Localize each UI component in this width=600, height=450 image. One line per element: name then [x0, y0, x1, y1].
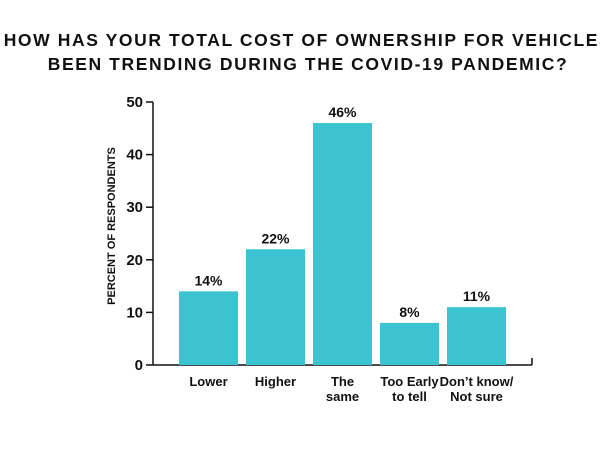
category-label: Too Early to tell: [380, 374, 439, 404]
bar: [313, 123, 372, 365]
category-label-line: to tell: [392, 389, 427, 404]
data-label: 14%: [194, 272, 223, 288]
data-labels: 14% 22% 46% 8% 11%: [194, 104, 490, 320]
category-label: Higher: [255, 374, 296, 389]
category-label-line: Lower: [189, 374, 227, 389]
bar: [380, 322, 439, 365]
category-label: Lower: [189, 374, 227, 389]
category-label: The same: [326, 374, 359, 404]
y-tick-label: 20: [126, 252, 143, 269]
y-axis-label: PERCENT OF RESPONDENTS: [106, 147, 118, 305]
y-tick-label: 0: [135, 357, 143, 374]
bar: [246, 249, 305, 365]
category-label: Don’t know/Not sure: [440, 374, 514, 404]
bar: [447, 307, 506, 365]
y-tick-label: 30: [126, 199, 143, 216]
data-label: 22%: [261, 230, 290, 246]
category-label-line: The: [331, 374, 354, 389]
category-label-line: Too Early: [380, 374, 439, 389]
chart-title: HOW HAS YOUR TOTAL COST OF OWNERSHIP FOR…: [4, 30, 600, 74]
y-tick-label: 50: [126, 94, 143, 111]
data-label: 46%: [328, 104, 357, 120]
chart-title-line-1: HOW HAS YOUR TOTAL COST OF OWNERSHIP FOR…: [4, 30, 600, 50]
category-label-line: Don’t know/: [440, 374, 514, 389]
bar: [179, 291, 238, 365]
y-tick-label: 10: [126, 304, 143, 321]
bars: [179, 123, 506, 365]
category-label-line: Higher: [255, 374, 296, 389]
chart-title-line-2: BEEN TRENDING DURING THE COVID-19 PANDEM…: [48, 54, 569, 74]
y-tick-label: 40: [126, 147, 143, 164]
data-label: 8%: [399, 304, 420, 320]
data-label: 11%: [463, 288, 491, 304]
category-label-line: same: [326, 389, 359, 404]
category-label-line: Not sure: [450, 389, 503, 404]
y-axis: 0 10 20 30 40 50: [126, 94, 154, 374]
